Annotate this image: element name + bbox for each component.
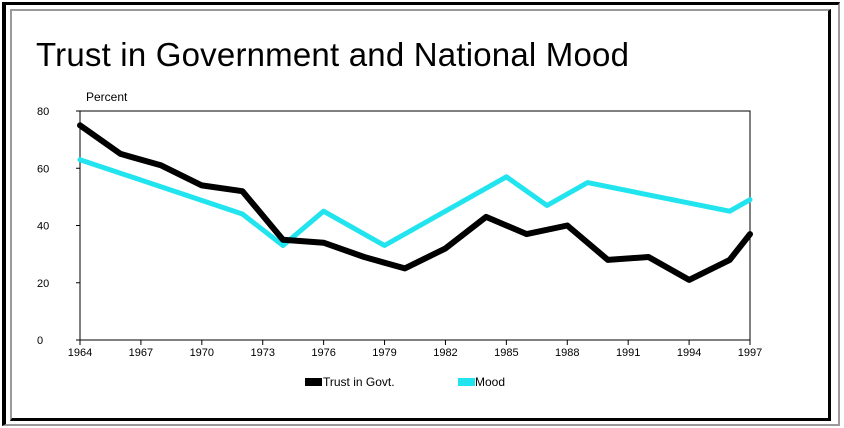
x-tick-label: 1982 (433, 347, 457, 359)
legend-label-trust-in-govt: Trust in Govt. (323, 375, 395, 389)
legend: Trust in Govt. Mood (305, 375, 505, 389)
x-tick-label: 1967 (129, 347, 153, 359)
y-tick-label: 60 (37, 163, 49, 175)
series-line-mood (77, 157, 753, 248)
y-axis-unit-label: Percent (86, 90, 128, 104)
y-tick-label: 20 (37, 278, 49, 290)
x-tick-label: 1964 (68, 347, 92, 359)
x-tick-label: 1976 (311, 347, 335, 359)
series-line-trust-in-govt (77, 122, 753, 283)
x-tick-label: 1991 (616, 347, 640, 359)
inner-border (10, 9, 831, 421)
legend-swatch-mood (458, 378, 475, 386)
legend-label-mood: Mood (475, 375, 505, 389)
x-tick-label: 1979 (372, 347, 396, 359)
x-axis-ticks: 1964 1967 1970 1973 1976 1979 1982 1985 1988 1991… (68, 340, 762, 359)
y-tick-label: 80 (37, 106, 49, 118)
y-tick-label: 0 (37, 335, 43, 347)
y-axis-ticks: 0 20 40 60 80 (37, 106, 80, 347)
chart-title: Trust in Government and National Mood (36, 36, 630, 73)
x-tick-label: 1997 (738, 347, 762, 359)
x-tick-label: 1985 (494, 347, 518, 359)
x-tick-label: 1970 (190, 347, 214, 359)
legend-swatch-trust-in-govt (305, 378, 322, 386)
x-tick-label: 1994 (677, 347, 701, 359)
y-tick-label: 40 (37, 221, 49, 233)
series-lines (77, 122, 753, 283)
x-tick-label: 1973 (250, 347, 274, 359)
x-tick-label: 1988 (555, 347, 579, 359)
